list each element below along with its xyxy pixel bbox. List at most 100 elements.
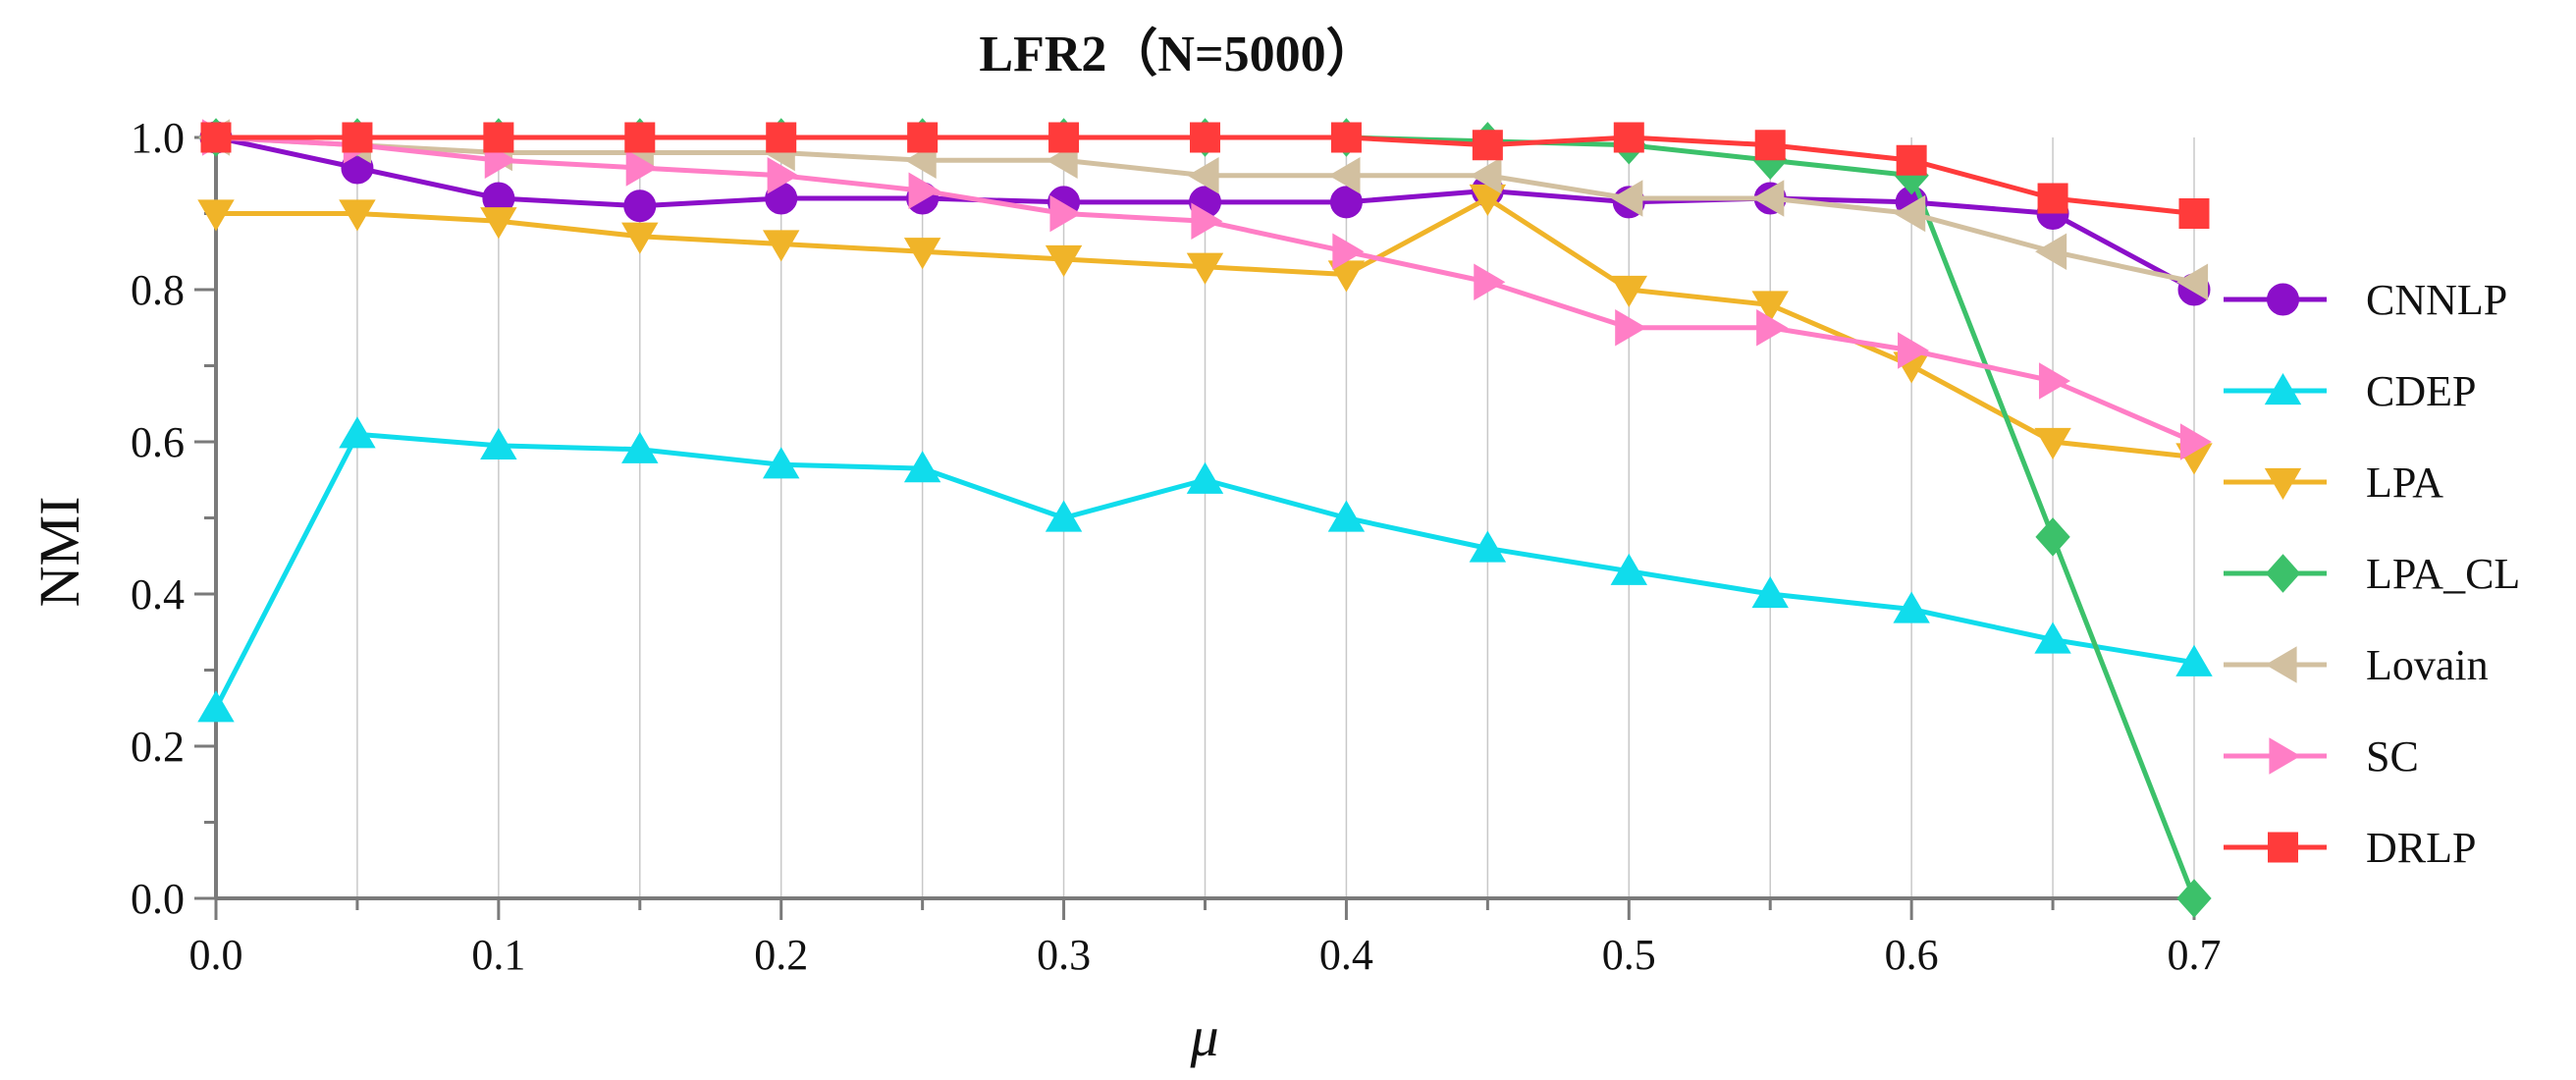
data-point (625, 149, 658, 187)
data-point (1470, 157, 1502, 194)
data-point (1332, 233, 1365, 270)
axes: 0.0 0.1 0.2 0.3 0.4 0.5 0.6 0.7 0.0 0.2 0.4 0.6 0.8 1… (131, 114, 2222, 979)
legend-label: DRLP (2366, 824, 2476, 872)
y-tick-label: 0.0 (131, 875, 185, 923)
data-point (1472, 130, 1503, 161)
data-point (1615, 309, 1647, 347)
data-point (1898, 332, 1930, 369)
data-point (1754, 130, 1786, 161)
data-point (200, 122, 232, 153)
data-point (1187, 157, 1219, 194)
data-point (1045, 244, 1083, 277)
data-point (2176, 263, 2209, 300)
x-tick-label: 0.5 (1602, 931, 1656, 979)
data-point (197, 690, 235, 723)
data-point (2035, 517, 2070, 557)
data-point (903, 238, 941, 270)
legend-item: LPA (2224, 459, 2443, 507)
legend-label: CNNLP (2366, 276, 2507, 324)
data-point (623, 189, 657, 223)
data-point (1049, 194, 1082, 233)
data-point (621, 431, 659, 463)
data-point (2038, 362, 2071, 400)
data-point (480, 427, 517, 459)
legend-marker (2265, 646, 2297, 683)
y-axis-title: NMI (27, 497, 91, 608)
data-point (1048, 122, 1080, 153)
series-lines (197, 118, 2213, 918)
x-tick-label: 0.2 (754, 931, 808, 979)
data-point (342, 122, 373, 153)
x-tick-label: 0.0 (189, 931, 243, 979)
data-point (1894, 194, 1926, 233)
legend-label: LPA (2366, 459, 2443, 507)
legend: CNNLP CDEP LPA LPA_CL Lovain SC DRLP (2224, 276, 2520, 872)
legend-item: DRLP (2224, 824, 2476, 872)
series-drlp (200, 122, 2210, 229)
data-point (762, 447, 800, 479)
data-point (2037, 183, 2068, 214)
y-tick-label: 0.4 (131, 570, 185, 619)
data-point (621, 222, 659, 254)
y-tick-label: 1.0 (131, 114, 185, 162)
data-point (339, 199, 376, 232)
legend-marker (2267, 283, 2299, 316)
data-point (1330, 122, 1362, 153)
x-tick-label: 0.3 (1037, 931, 1091, 979)
data-point (197, 199, 235, 232)
data-point (2034, 427, 2071, 459)
data-point (1329, 186, 1363, 219)
data-point (1186, 461, 1224, 494)
data-point (767, 157, 799, 194)
data-point (903, 451, 941, 483)
x-tick-label: 0.7 (2168, 931, 2222, 979)
legend-marker (2264, 373, 2302, 405)
data-point (2179, 423, 2212, 460)
data-point (624, 122, 656, 153)
legend-item: CDEP (2224, 367, 2476, 415)
data-point (766, 122, 797, 153)
legend-item: CNNLP (2224, 276, 2507, 324)
y-tick-label: 0.2 (131, 723, 185, 771)
legend-item: Lovain (2224, 641, 2489, 689)
data-point (1610, 553, 1648, 585)
data-point (1328, 157, 1361, 194)
data-point (1186, 252, 1224, 285)
data-point (339, 416, 376, 449)
data-point (1474, 263, 1506, 300)
legend-marker (2268, 832, 2298, 863)
x-tick-label: 0.1 (471, 931, 525, 979)
y-tick-label: 0.6 (131, 418, 185, 466)
legend-label: SC (2366, 732, 2419, 781)
legend-label: CDEP (2366, 367, 2476, 415)
data-point (1045, 500, 1083, 532)
data-point (1191, 202, 1223, 240)
data-point (1751, 291, 1789, 323)
data-point (1327, 500, 1366, 532)
data-point (2176, 879, 2212, 918)
data-point (2175, 644, 2213, 676)
data-point (1893, 591, 1930, 623)
x-tick-label: 0.4 (1319, 931, 1373, 979)
x-tick-label: 0.6 (1885, 931, 1939, 979)
data-point (1613, 122, 1644, 153)
legend-label: LPA_CL (2366, 550, 2520, 598)
chart-title: LFR2（N=5000） (979, 26, 1376, 82)
data-point (762, 230, 800, 262)
data-point (1896, 144, 1927, 176)
legend-marker (2269, 737, 2301, 775)
data-point (1752, 180, 1785, 217)
data-point (1610, 275, 1648, 307)
legend-item: SC (2224, 732, 2419, 781)
data-point (2034, 621, 2071, 654)
data-point (483, 122, 514, 153)
data-point (908, 172, 940, 209)
data-point (1756, 309, 1789, 347)
data-point (907, 122, 939, 153)
data-point (1469, 530, 1507, 563)
legend-marker (2265, 554, 2301, 593)
legend-marker (2264, 467, 2302, 500)
data-point (2178, 198, 2210, 229)
y-tick-label: 0.8 (131, 266, 185, 314)
